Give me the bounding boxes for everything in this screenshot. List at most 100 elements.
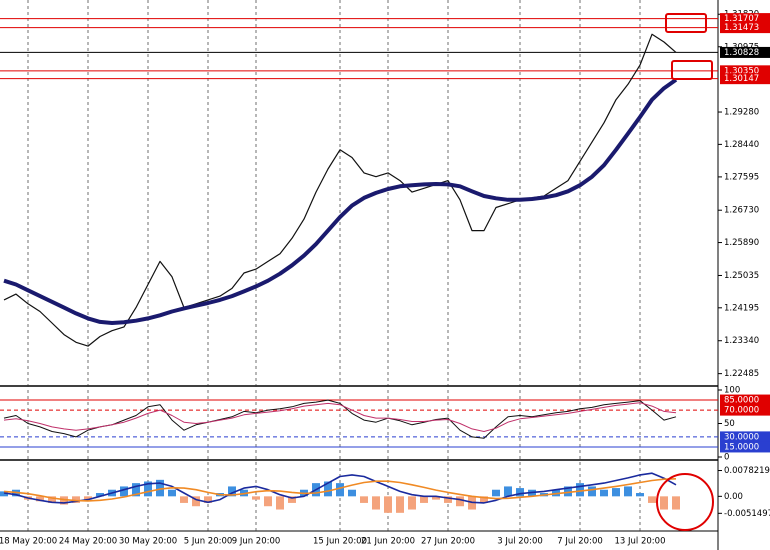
histogram-bar bbox=[660, 496, 668, 510]
level-label-box bbox=[720, 431, 770, 443]
y-tick-label: 100 bbox=[724, 386, 740, 396]
histogram-bar bbox=[432, 496, 440, 500]
histogram-bar bbox=[84, 496, 92, 500]
histogram-bar bbox=[192, 496, 200, 507]
series-line bbox=[3, 472, 677, 504]
series-line bbox=[3, 33, 677, 347]
y-tick-label: 1.27595 bbox=[724, 172, 759, 182]
histogram-bar bbox=[252, 496, 260, 500]
y-tick-label: 1.23340 bbox=[724, 336, 759, 346]
histogram-bar bbox=[612, 488, 620, 497]
level-label-box bbox=[720, 65, 770, 77]
x-tick-label: 9 Jun 20:00 bbox=[232, 537, 281, 547]
histogram-bar bbox=[600, 489, 608, 497]
histogram-bar bbox=[204, 496, 212, 503]
histogram-bar bbox=[180, 496, 188, 503]
histogram-bar bbox=[96, 493, 104, 497]
histogram-bar bbox=[336, 483, 344, 497]
x-tick-label: 27 Jun 20:00 bbox=[421, 537, 475, 547]
level-label-box bbox=[720, 394, 770, 406]
histogram-bar bbox=[372, 496, 380, 510]
y-tick-label: 50 bbox=[724, 419, 735, 429]
x-tick-label: 13 Jul 20:00 bbox=[615, 537, 666, 547]
level-label-box bbox=[720, 46, 770, 58]
histogram-bar bbox=[324, 481, 332, 497]
level-label: 85.0000 bbox=[724, 396, 759, 406]
level-label: 1.31473 bbox=[724, 23, 759, 33]
level-label: 30.0000 bbox=[724, 432, 759, 442]
level-label: 1.31707 bbox=[724, 14, 759, 24]
level-label: 1.30350 bbox=[724, 66, 759, 76]
x-tick-label: 18 May 20:00 bbox=[0, 537, 57, 547]
level-label: 15.0000 bbox=[724, 442, 759, 452]
x-tick-label: 15 Jun 20:00 bbox=[313, 537, 367, 547]
histogram-bar bbox=[360, 496, 368, 503]
x-tick-label: 7 Jul 20:00 bbox=[557, 537, 603, 547]
histogram-bar bbox=[396, 496, 404, 513]
histogram-bar bbox=[624, 486, 632, 497]
x-tick-label: 24 May 20:00 bbox=[59, 537, 117, 547]
marks bbox=[0, 0, 718, 531]
level-label-box bbox=[720, 73, 770, 85]
y-tick-label: 1.22485 bbox=[724, 369, 759, 379]
y-tick-label: 1.25890 bbox=[724, 238, 759, 248]
histogram-bar bbox=[348, 489, 356, 497]
y-tick-label: 0 bbox=[724, 453, 729, 463]
histogram-bar bbox=[480, 496, 488, 503]
histogram-bar bbox=[168, 489, 176, 497]
histogram-bar bbox=[60, 496, 68, 505]
histogram-bar bbox=[504, 486, 512, 497]
annotation-box bbox=[671, 60, 713, 80]
y-tick-label: 1.24195 bbox=[724, 303, 759, 313]
histogram-bar bbox=[408, 496, 416, 510]
x-tick-label: 5 Jun 20:00 bbox=[184, 537, 233, 547]
histogram-bar bbox=[492, 489, 500, 497]
level-label-box bbox=[720, 13, 770, 25]
histogram-bar bbox=[156, 479, 164, 497]
level-label: 1.30147 bbox=[724, 74, 759, 84]
histogram-bar bbox=[0, 491, 8, 497]
y-tick-label: 1.28440 bbox=[724, 140, 759, 150]
y-tick-label: 0.00 bbox=[724, 492, 743, 502]
level-label-box bbox=[720, 404, 770, 416]
x-tick-label: 3 Jul 20:00 bbox=[497, 537, 543, 547]
x-tick-label: 30 May 20:00 bbox=[119, 537, 177, 547]
histogram-bar bbox=[48, 496, 56, 503]
histogram-bar bbox=[456, 496, 464, 507]
histogram-bar bbox=[636, 493, 644, 497]
level-label: 70.0000 bbox=[724, 406, 759, 416]
histogram-bar bbox=[228, 486, 236, 497]
histogram-bar bbox=[144, 481, 152, 497]
y-tick-label: 1.25035 bbox=[724, 271, 759, 281]
histogram-bar bbox=[288, 496, 296, 503]
series-line bbox=[3, 402, 677, 432]
histogram-bar bbox=[648, 496, 656, 503]
histogram-bar bbox=[384, 496, 392, 513]
y-tick-label: 0.0078219 bbox=[724, 466, 770, 476]
annotation-box bbox=[665, 13, 707, 33]
y-tick-label: 1.29280 bbox=[724, 108, 759, 118]
histogram-bar bbox=[564, 486, 572, 497]
histogram-bar bbox=[444, 496, 452, 503]
annotation-circle bbox=[656, 473, 714, 531]
x-tick-label: 21 Jun 20:00 bbox=[361, 537, 415, 547]
histogram-bar bbox=[516, 488, 524, 497]
histogram-bar bbox=[264, 496, 272, 507]
series-line bbox=[3, 478, 677, 502]
histogram-bar bbox=[672, 496, 680, 510]
series-line bbox=[3, 399, 677, 439]
y-tick-label: -0.0051497 bbox=[724, 509, 770, 519]
histogram-bar bbox=[588, 486, 596, 497]
series-line bbox=[3, 78, 678, 325]
y-tick-label: 1.26730 bbox=[724, 206, 759, 216]
histogram-bar bbox=[276, 496, 284, 510]
level-label-box bbox=[720, 441, 770, 453]
histogram-bar bbox=[576, 483, 584, 497]
histogram-bar bbox=[36, 496, 44, 502]
histogram-bar bbox=[72, 496, 80, 503]
level-label: 1.30828 bbox=[724, 48, 759, 58]
histogram-bar bbox=[132, 483, 140, 497]
histogram-bar bbox=[120, 486, 128, 497]
